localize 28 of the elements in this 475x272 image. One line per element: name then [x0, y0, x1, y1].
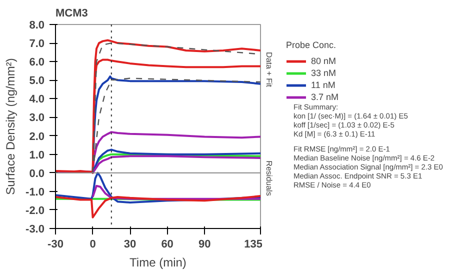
y-tick-label: -3.0	[26, 224, 45, 236]
y-tick-label: 2.0	[29, 130, 45, 143]
y-tick-label: -1.0	[26, 186, 45, 198]
text: Data + Fit	[264, 52, 274, 88]
x-tick-label: -30	[48, 238, 64, 250]
y-tick-label: 3.0	[29, 112, 45, 124]
legend-label: 80 nM	[311, 55, 336, 67]
legend-label: 3.7 nM	[311, 91, 339, 103]
x-tick-label: 135	[244, 238, 263, 250]
y-tick-label: -2.0	[26, 204, 45, 217]
x-tick-label: 30	[124, 238, 136, 250]
x-tick-label: 0	[90, 238, 96, 250]
x-tick-label: 90	[198, 238, 211, 250]
chart-title: MCM3	[56, 8, 88, 20]
x-axis-title: Time (min)	[130, 256, 186, 270]
text: Residuals	[264, 160, 274, 196]
y-tick-label: 7.0	[29, 38, 45, 50]
y-tick-label: 0.0	[29, 168, 45, 180]
y-tick-label: 4.0	[29, 94, 45, 106]
legend-label: 11 nM	[311, 79, 336, 91]
y-tick-label: 6.0	[29, 56, 45, 69]
y-tick-label: 1.0	[29, 149, 45, 162]
y-tick-label: 8.0	[29, 20, 45, 32]
legend-label: 33 nM	[311, 67, 336, 79]
x-tick-label: 60	[161, 238, 174, 250]
y-tick-label: 5.0	[29, 75, 45, 88]
legend-title: Probe Conc.	[286, 40, 338, 50]
y-axis-title: Surface Density (ng/mm²)	[4, 58, 18, 195]
